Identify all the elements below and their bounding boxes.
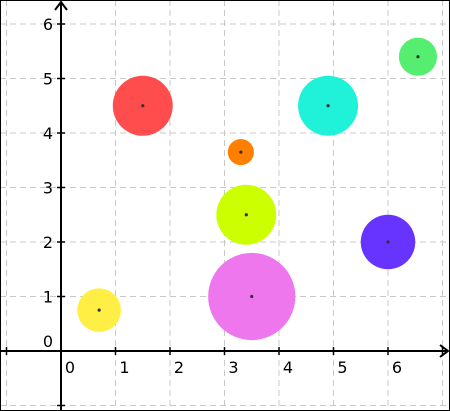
y-tick-label: 3 bbox=[43, 179, 53, 198]
point-center-orange bbox=[239, 150, 242, 153]
x-tick-label: 0 bbox=[65, 358, 75, 377]
point-center-cyan bbox=[326, 104, 329, 107]
x-tick-label: 5 bbox=[337, 358, 347, 377]
data-points bbox=[77, 38, 437, 340]
point-center-red bbox=[141, 104, 144, 107]
y-tick-label: 6 bbox=[43, 15, 53, 34]
point-center-magenta bbox=[250, 295, 253, 298]
point-center-green bbox=[416, 55, 419, 58]
x-tick-label: 2 bbox=[174, 358, 184, 377]
y-tick-label: 1 bbox=[43, 288, 53, 307]
y-tick-label: 2 bbox=[43, 233, 53, 252]
y-tick-label: 4 bbox=[43, 124, 53, 143]
x-tick-label: 1 bbox=[119, 358, 129, 377]
y-tick-label: 0 bbox=[43, 332, 53, 351]
x-tick-label: 3 bbox=[228, 358, 238, 377]
y-tick-label: 5 bbox=[43, 70, 53, 89]
point-center-blue bbox=[386, 240, 389, 243]
x-tick-label: 4 bbox=[283, 358, 293, 377]
point-center-yellow bbox=[98, 309, 101, 312]
point-center-lime bbox=[245, 213, 248, 216]
x-tick-label: 6 bbox=[392, 358, 402, 377]
